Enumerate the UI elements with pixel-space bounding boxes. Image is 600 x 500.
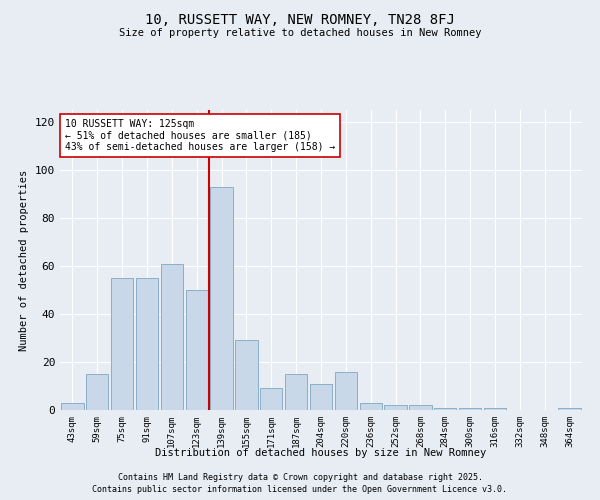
Bar xyxy=(409,405,431,410)
Bar xyxy=(260,388,283,410)
Text: Distribution of detached houses by size in New Romney: Distribution of detached houses by size … xyxy=(155,448,487,458)
Text: Contains public sector information licensed under the Open Government Licence v3: Contains public sector information licen… xyxy=(92,485,508,494)
Text: 10, RUSSETT WAY, NEW ROMNEY, TN28 8FJ: 10, RUSSETT WAY, NEW ROMNEY, TN28 8FJ xyxy=(145,12,455,26)
Bar xyxy=(310,384,332,410)
Bar xyxy=(86,374,109,410)
Text: Contains HM Land Registry data © Crown copyright and database right 2025.: Contains HM Land Registry data © Crown c… xyxy=(118,472,482,482)
Bar xyxy=(385,405,407,410)
Bar xyxy=(111,278,133,410)
Bar xyxy=(484,408,506,410)
Bar xyxy=(211,187,233,410)
Bar xyxy=(61,403,83,410)
Bar xyxy=(559,408,581,410)
Bar xyxy=(136,278,158,410)
Text: Size of property relative to detached houses in New Romney: Size of property relative to detached ho… xyxy=(119,28,481,38)
Y-axis label: Number of detached properties: Number of detached properties xyxy=(19,170,29,350)
Bar xyxy=(285,374,307,410)
Bar xyxy=(459,408,481,410)
Text: 10 RUSSETT WAY: 125sqm
← 51% of detached houses are smaller (185)
43% of semi-de: 10 RUSSETT WAY: 125sqm ← 51% of detached… xyxy=(65,119,335,152)
Bar xyxy=(235,340,257,410)
Bar xyxy=(335,372,357,410)
Bar xyxy=(434,408,457,410)
Bar xyxy=(161,264,183,410)
Bar xyxy=(359,403,382,410)
Bar xyxy=(185,290,208,410)
